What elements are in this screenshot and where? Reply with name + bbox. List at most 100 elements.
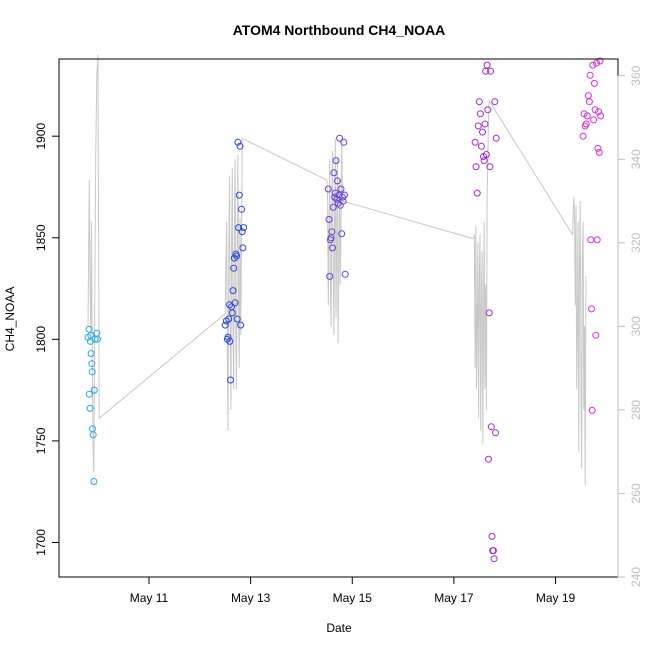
- secondary-series-line: [87, 54, 587, 486]
- data-point: [221, 321, 229, 329]
- y-left-tick-label: 1750: [34, 427, 48, 454]
- point-group: [324, 134, 349, 280]
- point-group: [84, 325, 101, 485]
- point-group: [471, 61, 500, 563]
- data-point: [589, 61, 597, 69]
- data-point: [225, 315, 233, 323]
- x-tick-label: May 19: [536, 591, 576, 605]
- data-point: [474, 122, 482, 130]
- data-point: [85, 325, 93, 333]
- data-point: [586, 71, 594, 79]
- y-right-tick-label: 360: [629, 65, 643, 85]
- data-point: [333, 177, 341, 185]
- data-point: [238, 228, 246, 236]
- secondary-series-layer: [87, 54, 587, 486]
- data-point: [489, 547, 497, 555]
- data-point: [229, 287, 237, 295]
- data-point: [337, 185, 345, 193]
- data-point: [584, 92, 592, 100]
- data-point: [585, 98, 593, 106]
- points-layer: [84, 57, 605, 563]
- data-point: [224, 333, 232, 341]
- x-tick-label: May 11: [130, 591, 169, 605]
- data-point: [483, 61, 491, 69]
- data-point: [331, 193, 339, 201]
- data-point: [590, 116, 598, 124]
- y-right-axis: 240 260 280 300 320 340 360: [617, 65, 643, 587]
- data-point: [236, 142, 244, 150]
- data-point: [472, 163, 480, 171]
- data-point: [596, 57, 604, 65]
- data-point: [594, 144, 602, 152]
- x-axis: May 11 May 13 May 15 May 17 May 19: [130, 576, 576, 605]
- data-point: [479, 128, 486, 136]
- data-point: [588, 305, 595, 313]
- data-point: [226, 337, 234, 345]
- y-right-tick-label: 260: [629, 483, 643, 503]
- data-point: [579, 132, 587, 140]
- data-point: [486, 163, 494, 171]
- data-point: [582, 120, 590, 128]
- data-point: [90, 386, 98, 394]
- data-point: [325, 216, 333, 223]
- data-point: [85, 390, 93, 398]
- data-point: [326, 272, 334, 280]
- data-point: [86, 404, 94, 412]
- data-point: [240, 224, 248, 232]
- y-left-tick-label: 1900: [34, 123, 48, 150]
- data-point: [234, 138, 242, 146]
- data-point: [476, 110, 484, 118]
- data-point: [597, 112, 605, 120]
- data-point: [484, 106, 492, 114]
- data-point: [488, 532, 496, 540]
- x-tick-label: May 13: [231, 591, 271, 605]
- data-point: [341, 270, 349, 278]
- data-point: [480, 157, 488, 165]
- data-point: [481, 120, 489, 128]
- data-point: [485, 455, 492, 463]
- data-point: [330, 169, 338, 177]
- data-point: [238, 205, 245, 213]
- data-point: [490, 555, 498, 563]
- data-point: [230, 264, 238, 272]
- data-point: [324, 185, 332, 193]
- y-left-tick-label: 1850: [34, 224, 48, 251]
- data-point: [235, 191, 243, 199]
- y-left-tick-label: 1700: [34, 529, 48, 556]
- data-point: [336, 134, 344, 142]
- data-point: [487, 423, 495, 431]
- data-point: [87, 350, 95, 357]
- data-point: [87, 331, 95, 339]
- y-axis-label: CH4_NOAA: [3, 287, 17, 352]
- data-point: [228, 309, 236, 317]
- data-point: [477, 142, 485, 150]
- y-right-tick-label: 320: [629, 232, 643, 252]
- data-point: [592, 331, 600, 339]
- data-point: [338, 230, 346, 238]
- data-point: [90, 478, 98, 485]
- x-axis-label: Date: [326, 621, 352, 635]
- y-left-tick-label: 1800: [34, 326, 48, 353]
- x-tick-label: May 17: [434, 591, 474, 605]
- data-point: [590, 79, 598, 87]
- data-point: [231, 299, 239, 307]
- data-point: [583, 112, 591, 120]
- data-point: [595, 148, 603, 156]
- data-point: [593, 59, 600, 67]
- data-point: [329, 203, 337, 211]
- data-point: [595, 108, 603, 116]
- data-point: [471, 138, 479, 146]
- data-point: [91, 335, 99, 343]
- point-group: [579, 57, 605, 414]
- data-point: [591, 106, 599, 114]
- data-point: [328, 228, 336, 236]
- y-right-tick-label: 280: [629, 400, 643, 420]
- y-left-axis: 1700 1750 1800 1850 1900: [34, 123, 60, 556]
- data-point: [482, 151, 490, 158]
- point-group: [221, 138, 248, 384]
- data-point: [332, 157, 340, 165]
- data-point: [230, 254, 238, 262]
- data-point: [329, 244, 336, 252]
- data-point: [593, 236, 601, 244]
